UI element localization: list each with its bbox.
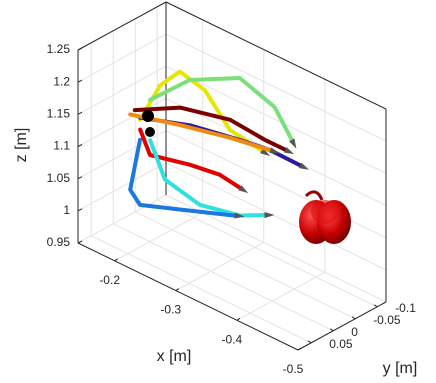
- y-axis-label: y [m]: [383, 360, 418, 377]
- trajectory: [128, 112, 273, 153]
- z-tick-label: 1: [63, 203, 70, 217]
- trajectory: [148, 138, 267, 218]
- arrow-head: [238, 185, 249, 194]
- trajectories: [128, 69, 309, 219]
- start-marker: [142, 110, 154, 122]
- grid-line: [134, 211, 356, 320]
- z-tick-label: 0.95: [47, 235, 71, 249]
- grid-line: [236, 271, 326, 321]
- z-tick: [77, 111, 83, 115]
- y-tick: [373, 304, 378, 308]
- y-tick-label: 0: [351, 325, 358, 339]
- y-tick-label: -0.1: [395, 301, 416, 315]
- trajectory: [148, 76, 294, 142]
- box-edge: [77, 1, 167, 51]
- arrow-head: [298, 162, 309, 170]
- x-tick: [236, 317, 241, 321]
- grid-line: [112, 223, 334, 332]
- z-tick: [77, 47, 83, 51]
- grid-line: [77, 194, 167, 244]
- z-tick: [77, 208, 83, 212]
- grid-line: [77, 65, 167, 115]
- y-tick: [329, 328, 334, 332]
- axes-box: 0.95 1 1.05 1.1 1.15 1.2 1.25 -0.2 -0.3 -0.4 -0.5 -…: [47, 1, 416, 376]
- start-marker: [145, 127, 155, 137]
- x-axis-label: x [m]: [157, 348, 192, 365]
- grid-line: [77, 33, 167, 83]
- x-tick-label: -0.2: [99, 273, 120, 287]
- arrow-head: [289, 138, 297, 149]
- x-tick-label: -0.5: [283, 362, 304, 376]
- z-tick: [77, 144, 83, 147]
- arrow-head: [234, 212, 245, 219]
- grid-line: [77, 98, 167, 147]
- z-tick-label: 1.2: [53, 74, 70, 88]
- grid-line: [156, 199, 378, 308]
- grid-line: [90, 235, 312, 344]
- x-tick-label: -0.4: [222, 332, 243, 346]
- z-tick-label: 1.15: [47, 107, 71, 121]
- grid: [77, 1, 387, 351]
- box-edge: [297, 301, 387, 351]
- arrow-head: [264, 212, 275, 219]
- z-tick-label: 1.1: [53, 139, 70, 153]
- y-tick-label: 0.05: [329, 337, 353, 351]
- box-edge: [77, 242, 299, 351]
- apple: [299, 190, 351, 244]
- arrow-head: [283, 147, 295, 155]
- x-tick: [114, 258, 118, 262]
- x-tick: [175, 288, 180, 291]
- z-tick: [77, 240, 83, 244]
- x-tick-label: -0.3: [160, 303, 181, 317]
- arrow-head: [260, 148, 271, 157]
- grid-line: [165, 162, 387, 271]
- y-tick: [351, 316, 356, 320]
- x-tick: [297, 347, 302, 351]
- z-axis-label: z [m]: [13, 128, 30, 163]
- trajectory: [128, 137, 237, 218]
- z-tick: [77, 79, 83, 83]
- grid-line: [175, 242, 265, 291]
- box-edge: [165, 1, 387, 110]
- y-tick: [307, 340, 312, 344]
- z-tick: [77, 176, 83, 180]
- grid-line: [77, 162, 167, 212]
- grid-line: [165, 65, 387, 174]
- z-tick-label: 1.25: [47, 42, 71, 56]
- grid-line: [114, 212, 203, 262]
- trajectory: [132, 105, 288, 152]
- y-tick-label: -0.05: [373, 313, 401, 327]
- arrow-head: [269, 147, 280, 154]
- z-tick-label: 1.05: [47, 171, 71, 185]
- trajectory: [138, 127, 242, 190]
